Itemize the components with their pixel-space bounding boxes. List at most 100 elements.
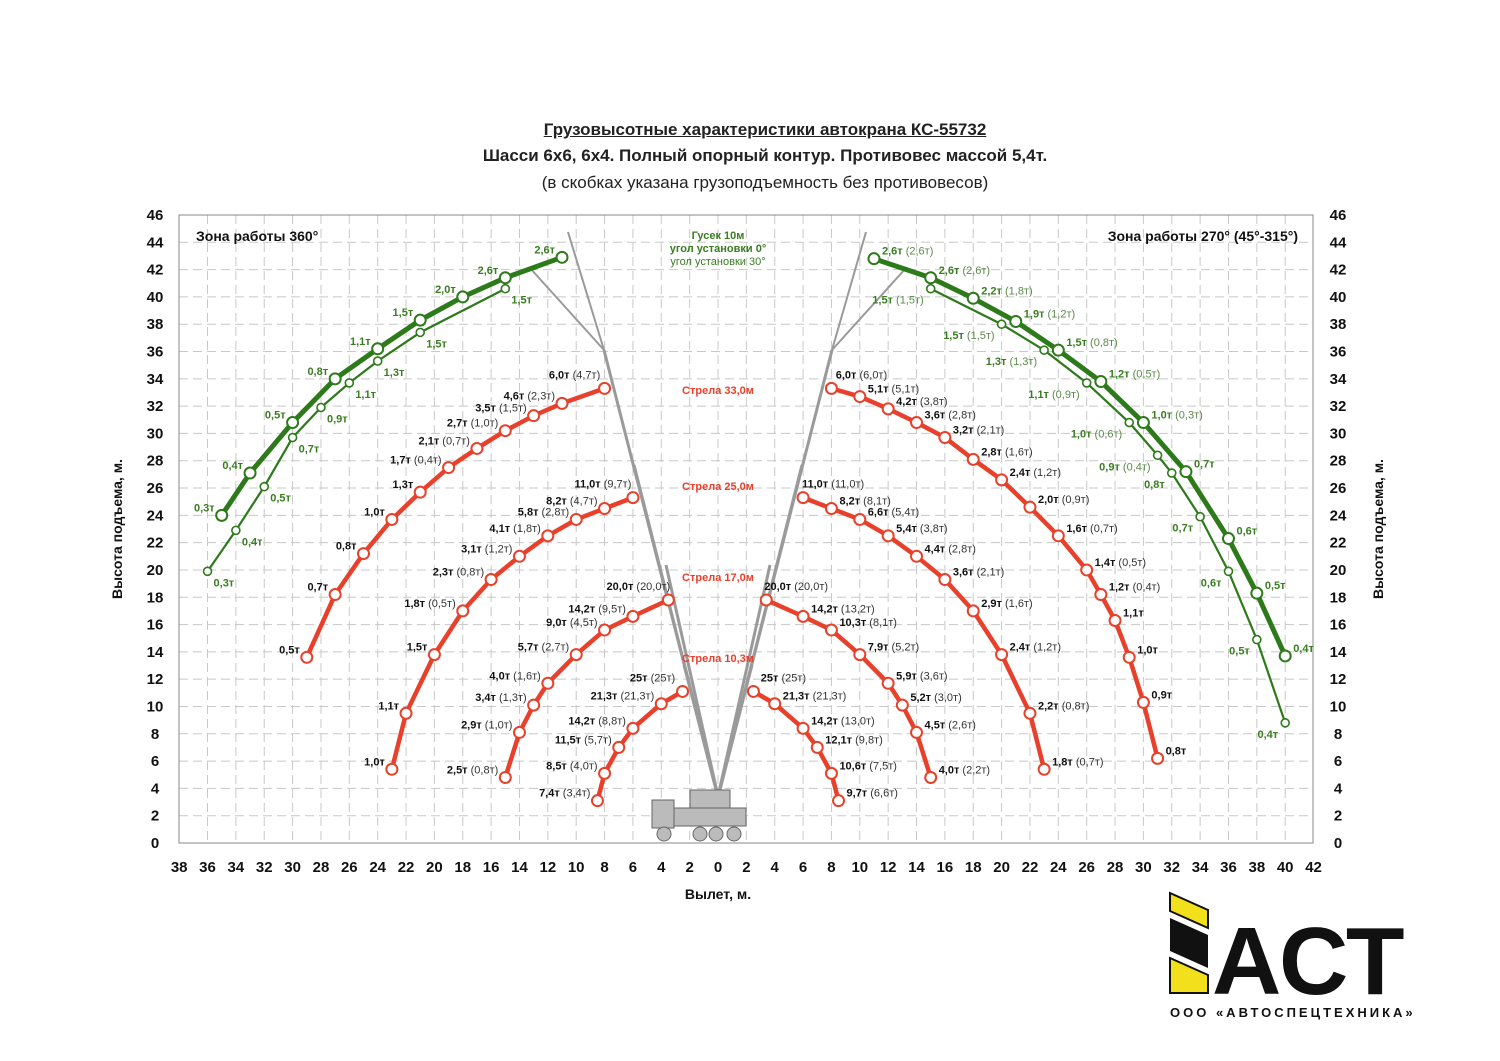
series-boom-left: 2,5т (0,8т) 2,9т (1,0т) 3,4т (1,3т) 4,0т (1… <box>447 581 675 784</box>
data-label: 0,5т <box>1229 646 1250 658</box>
data-label: 25т (25т) <box>761 672 806 684</box>
y-tick-label: 28 <box>1330 453 1347 470</box>
data-label: 4,1т (1,8т) <box>489 523 540 535</box>
data-point <box>415 327 426 338</box>
data-point <box>796 721 810 735</box>
data-label: 1,0т <box>364 756 385 768</box>
data-label: 5,8т (2,8т) <box>518 506 569 518</box>
data-label: 0,9т (0,4т) <box>1099 461 1150 473</box>
data-point <box>316 402 326 413</box>
data-label: 0,4т <box>222 460 243 472</box>
data-point <box>371 342 385 356</box>
data-label: 2,1т (0,7т) <box>419 435 470 447</box>
y-tick-label: 16 <box>147 617 164 634</box>
x-tick-label: 38 <box>1248 859 1265 876</box>
data-point <box>938 431 952 445</box>
data-point <box>287 432 298 443</box>
data-point <box>1009 314 1023 328</box>
data-label: 0,5т <box>279 644 300 656</box>
y-tick-label: 14 <box>1330 644 1347 661</box>
data-point <box>824 502 838 516</box>
data-point <box>1094 375 1108 389</box>
data-point <box>215 508 229 522</box>
data-point <box>328 372 342 386</box>
data-label: 11,0т (11,0т) <box>802 479 864 491</box>
data-point <box>966 452 980 466</box>
zone-left-label: Зона работы 360° <box>196 228 318 244</box>
jib-angle0-label: угол установки 0° <box>670 243 766 255</box>
y-axis-label-right: Высота подъема, м. <box>1370 459 1386 599</box>
series-layer: 0,5т 0,7т 0,8т 1,0т 1,3т 1,7т (0,4т) 2,1т (0,7… <box>194 244 1314 808</box>
y-tick-label: 12 <box>147 671 164 688</box>
y-tick-label: 8 <box>151 726 159 743</box>
chart-title: Грузовысотные характеристики автокрана К… <box>543 120 987 139</box>
y-tick-label: 20 <box>1330 562 1347 579</box>
x-tick-label: 6 <box>799 859 807 876</box>
x-tick-label: 20 <box>426 859 443 876</box>
data-label: 1,2т (0,4т) <box>1109 582 1160 594</box>
data-label: 2,7т (1,0т) <box>447 418 498 430</box>
data-label: 5,9т (3,6т) <box>896 670 947 682</box>
data-point <box>1136 695 1150 709</box>
data-label: 2,2т (0,8т) <box>1038 700 1089 712</box>
data-label: 2,9т (1,0т) <box>461 719 512 731</box>
data-label: 2,6т (2,6т) <box>882 246 933 258</box>
data-point <box>654 697 668 711</box>
x-tick-label: 30 <box>284 859 301 876</box>
y-tick-label: 18 <box>147 589 164 606</box>
data-label: 1,5т <box>426 338 447 350</box>
data-label: 4,0т (1,6т) <box>489 670 540 682</box>
y-tick-label: 20 <box>147 562 164 579</box>
data-label: 2,6т <box>478 265 499 277</box>
data-point <box>1195 511 1205 522</box>
data-label: 2,5т (0,8т) <box>447 764 498 776</box>
series-jib0-left: 0,3т 0,4т 0,5т 0,8т 1,1т 1,5т 2,0т 2,6т 2,6т <box>194 244 569 522</box>
x-tick-label: 8 <box>827 859 835 876</box>
data-point <box>796 609 810 623</box>
x-tick-label: 26 <box>1078 859 1095 876</box>
data-point <box>924 271 938 285</box>
data-label: 0,7т <box>1172 523 1193 535</box>
data-label: 21,3т (21,3т) <box>591 691 655 703</box>
data-label: 1,5т (1,5т) <box>872 295 923 307</box>
x-tick-label: 30 <box>1135 859 1152 876</box>
data-point <box>498 770 512 784</box>
x-tick-label: 34 <box>1192 859 1209 876</box>
data-point <box>598 623 612 637</box>
y-tick-label: 34 <box>147 371 164 388</box>
data-label: 0,8т <box>336 541 357 553</box>
data-point <box>512 725 526 739</box>
data-point <box>527 409 541 423</box>
data-point <box>1037 762 1051 776</box>
data-point <box>1179 465 1193 479</box>
data-label: 1,7т (0,4т) <box>390 455 441 467</box>
data-label: 2,8т (1,6т) <box>981 446 1032 458</box>
data-point <box>286 416 300 430</box>
y-tick-label: 36 <box>1330 344 1347 361</box>
data-point <box>1221 532 1235 546</box>
y-tick-label: 36 <box>147 344 164 361</box>
data-point <box>938 573 952 587</box>
data-point <box>824 623 838 637</box>
y-tick-label: 38 <box>147 316 164 333</box>
data-label: 6,0т (4,7т) <box>549 369 600 381</box>
data-label: 5,1т (5,1т) <box>868 384 919 396</box>
y-tick-label: 6 <box>1334 753 1342 770</box>
data-point <box>676 684 690 698</box>
data-point <box>1080 563 1094 577</box>
data-label: 10,6т (7,5т) <box>839 760 897 772</box>
data-point <box>598 381 612 395</box>
truck-icon <box>651 789 747 842</box>
y-tick-label: 0 <box>1334 835 1342 852</box>
data-point <box>910 549 924 563</box>
data-point <box>925 283 936 294</box>
boom33-label: Стрела 33,0м <box>682 385 754 397</box>
data-point <box>259 481 270 492</box>
data-label: 0,5т <box>270 493 291 505</box>
data-point <box>231 525 241 536</box>
x-tick-label: 22 <box>398 859 415 876</box>
data-label: 14,2т (9,5т) <box>568 603 626 615</box>
data-point <box>442 461 456 475</box>
data-label: 11,0т (9,7т) <box>574 479 631 491</box>
x-tick-label: 6 <box>629 859 637 876</box>
